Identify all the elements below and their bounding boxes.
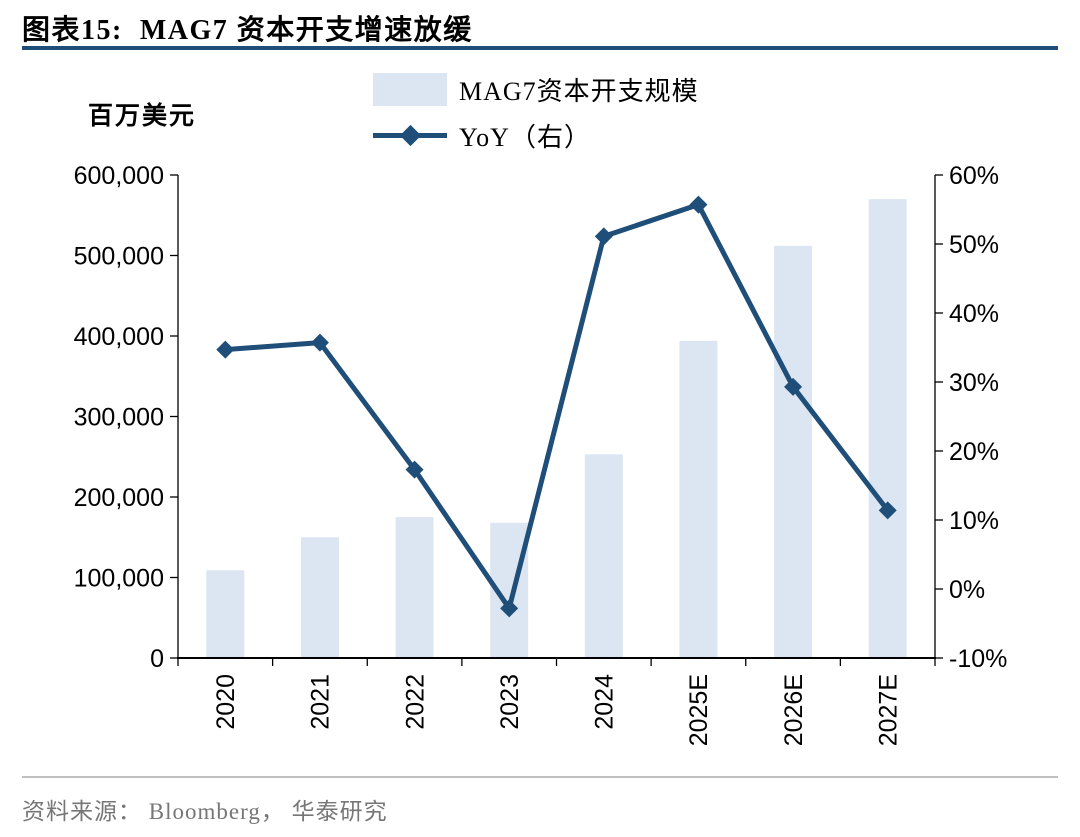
- svg-text:2024: 2024: [591, 674, 619, 730]
- svg-text:0: 0: [150, 645, 164, 673]
- legend-item-capex-bars: MAG7资本开支规模: [373, 72, 699, 106]
- svg-text:-10%: -10%: [949, 645, 1007, 673]
- svg-text:30%: 30%: [949, 369, 999, 397]
- svg-text:2026E: 2026E: [780, 674, 808, 746]
- svg-text:2023: 2023: [496, 674, 524, 730]
- svg-text:500,000: 500,000: [74, 242, 164, 270]
- diamond-marker-icon: [399, 124, 422, 146]
- svg-text:100,000: 100,000: [74, 564, 164, 592]
- legend-label-yoy: YoY（右）: [459, 122, 591, 152]
- svg-text:300,000: 300,000: [74, 403, 164, 431]
- title-underline-rule: [22, 46, 1058, 50]
- source-note: 资料来源： Bloomberg， 华泰研究: [22, 799, 388, 824]
- bar-series-swatch: [373, 72, 447, 106]
- svg-text:2021: 2021: [307, 674, 335, 730]
- svg-text:2022: 2022: [401, 674, 429, 730]
- svg-text:40%: 40%: [949, 300, 999, 328]
- svg-text:400,000: 400,000: [74, 323, 164, 351]
- legend: MAG7资本开支规模 YoY（右）: [373, 72, 699, 164]
- svg-text:2025E: 2025E: [685, 674, 713, 746]
- svg-text:60%: 60%: [949, 162, 999, 190]
- svg-text:600,000: 600,000: [74, 162, 164, 190]
- svg-text:0%: 0%: [949, 576, 985, 604]
- legend-label-capex: MAG7资本开支规模: [459, 76, 699, 106]
- svg-text:10%: 10%: [949, 507, 999, 535]
- chart-canvas: 0 100,000 200,000 300,000 400,000 500,000 600,…: [74, 162, 1008, 747]
- svg-text:20%: 20%: [949, 438, 999, 466]
- svg-text:50%: 50%: [949, 231, 999, 259]
- footer-divider: [22, 776, 1058, 778]
- left-axis-unit-label: 百万美元: [88, 103, 197, 130]
- line-series-swatch: [373, 119, 447, 152]
- svg-text:2027E: 2027E: [874, 674, 902, 746]
- svg-text:2020: 2020: [212, 674, 240, 730]
- svg-text:200,000: 200,000: [74, 484, 164, 512]
- legend-item-yoy-line: YoY（右）: [373, 118, 699, 152]
- chart-title: 图表15: MAG7 资本开支增速放缓: [22, 15, 473, 46]
